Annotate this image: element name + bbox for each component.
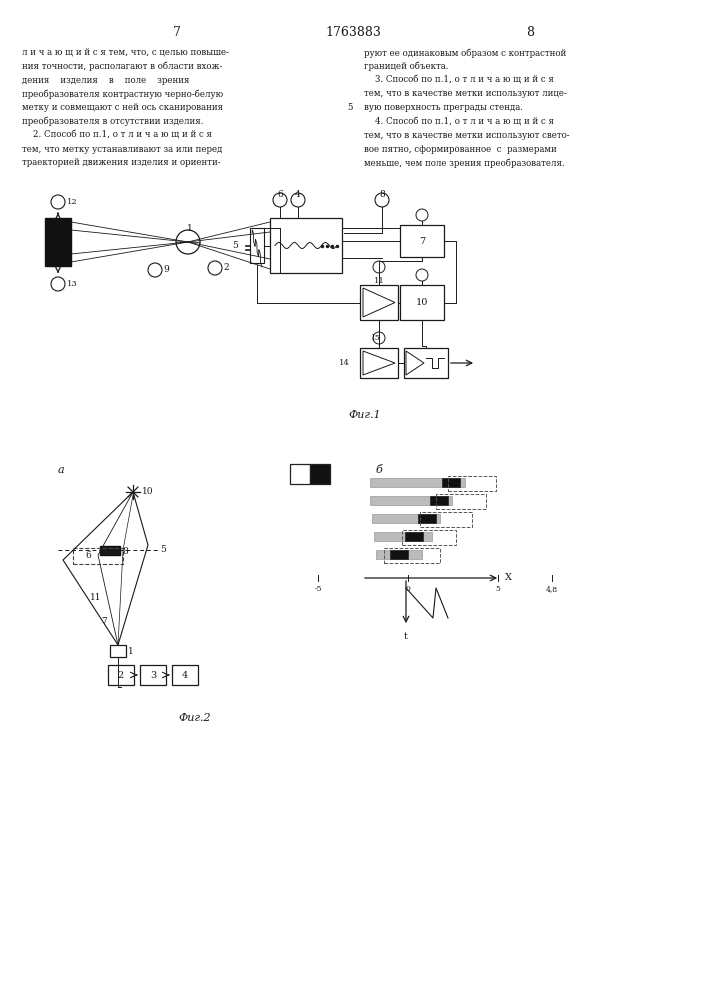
Text: 5: 5	[347, 103, 353, 112]
Text: 8: 8	[122, 546, 128, 556]
Text: 9: 9	[163, 265, 169, 274]
Text: 2: 2	[118, 670, 124, 680]
Text: a: a	[58, 465, 64, 475]
Text: 5: 5	[496, 585, 501, 593]
Text: X: X	[505, 574, 512, 582]
Bar	[310, 464, 330, 484]
Text: 8: 8	[526, 25, 534, 38]
Text: 4: 4	[182, 670, 188, 680]
Text: 11: 11	[373, 277, 385, 285]
Text: преобразователя в отсутствии изделия.: преобразователя в отсутствии изделия.	[22, 117, 204, 126]
Text: траекторией движения изделия и ориенти-: траекторией движения изделия и ориенти-	[22, 158, 221, 167]
Bar	[45, 218, 71, 266]
Text: 3: 3	[150, 670, 156, 680]
Bar	[73, 548, 123, 564]
Bar	[376, 550, 422, 559]
Bar	[448, 476, 496, 491]
Text: 15: 15	[370, 334, 380, 342]
Text: преобразователя контрастную черно-белую: преобразователя контрастную черно-белую	[22, 89, 223, 99]
Text: Фиг.1: Фиг.1	[349, 410, 381, 420]
Text: меньше, чем поле зрения преобразователя.: меньше, чем поле зрения преобразователя.	[364, 158, 565, 168]
Text: 11: 11	[90, 593, 102, 602]
Text: 7: 7	[173, 25, 181, 38]
Bar	[436, 494, 486, 509]
Text: 13: 13	[67, 280, 78, 288]
Bar	[290, 464, 310, 484]
Text: дения    изделия    в    поле    зрения: дения изделия в поле зрения	[22, 76, 189, 85]
Bar	[390, 550, 408, 559]
Text: 14: 14	[339, 359, 350, 367]
Text: тем, что в качестве метки используют свето-: тем, что в качестве метки используют све…	[364, 131, 570, 140]
Text: 6: 6	[277, 190, 283, 199]
Text: тем, что метку устанавливают за или перед: тем, что метку устанавливают за или пере…	[22, 145, 223, 154]
Text: 5: 5	[232, 241, 238, 250]
Text: границей объекта.: границей объекта.	[364, 62, 448, 71]
Bar	[402, 530, 456, 545]
Text: 4,8: 4,8	[546, 585, 558, 593]
Text: 7: 7	[419, 236, 425, 245]
Bar	[430, 496, 448, 505]
Text: метку и совмещают с ней ось сканирования: метку и совмещают с ней ось сканирования	[22, 103, 223, 112]
Bar	[400, 285, 444, 320]
Text: 12: 12	[67, 198, 78, 206]
Bar	[404, 348, 448, 378]
Bar	[442, 478, 460, 487]
Text: 7: 7	[101, 617, 107, 626]
Bar	[140, 665, 166, 685]
Bar	[418, 514, 436, 523]
Text: 0: 0	[406, 585, 411, 593]
Bar	[420, 512, 472, 527]
Text: вое пятно, сформированное  с  размерами: вое пятно, сформированное с размерами	[364, 145, 556, 154]
Bar	[360, 285, 398, 320]
Text: 8: 8	[379, 190, 385, 199]
Text: вую поверхность преграды стенда.: вую поверхность преграды стенда.	[364, 103, 523, 112]
Bar	[374, 532, 432, 541]
Bar	[270, 218, 342, 273]
Text: 10: 10	[416, 298, 428, 307]
Bar	[360, 348, 398, 378]
Bar	[110, 645, 126, 657]
Bar	[250, 228, 264, 263]
Text: 2. Способ по п.1, о т л и ч а ю щ и й с я: 2. Способ по п.1, о т л и ч а ю щ и й с …	[22, 131, 212, 140]
Text: -5: -5	[314, 585, 322, 593]
Bar	[370, 478, 465, 487]
Text: Фиг.2: Фиг.2	[179, 713, 211, 723]
Bar	[108, 665, 134, 685]
Text: 2: 2	[223, 263, 228, 272]
Bar	[372, 514, 440, 523]
Text: тем, что в качестве метки используют лице-: тем, что в качестве метки используют лиц…	[364, 89, 567, 98]
Text: 1763883: 1763883	[325, 25, 381, 38]
Text: б: б	[375, 465, 382, 475]
Bar	[400, 225, 444, 257]
Bar	[384, 548, 440, 563]
Bar	[100, 546, 120, 555]
Text: 1: 1	[128, 647, 134, 656]
Text: 6: 6	[85, 550, 91, 560]
Text: ния точности, располагают в области вхож-: ния точности, располагают в области вхож…	[22, 62, 223, 71]
Text: 10: 10	[142, 488, 153, 496]
Bar	[370, 496, 452, 505]
Text: руют ее одинаковым образом с контрастной: руют ее одинаковым образом с контрастной	[364, 48, 566, 57]
Text: 4: 4	[295, 190, 301, 199]
Text: 3. Способ по п.1, о т л и ч а ю щ и й с я: 3. Способ по п.1, о т л и ч а ю щ и й с …	[364, 76, 554, 85]
Text: 5: 5	[160, 546, 166, 554]
Text: t: t	[404, 632, 408, 641]
Text: 4. Способ по п.1, о т л и ч а ю щ и й с я: 4. Способ по п.1, о т л и ч а ю щ и й с …	[364, 117, 554, 126]
Bar	[172, 665, 198, 685]
Text: л и ч а ю щ и й с я тем, что, с целью повыше-: л и ч а ю щ и й с я тем, что, с целью по…	[22, 48, 229, 57]
Bar	[405, 532, 423, 541]
Text: 1: 1	[187, 224, 193, 233]
